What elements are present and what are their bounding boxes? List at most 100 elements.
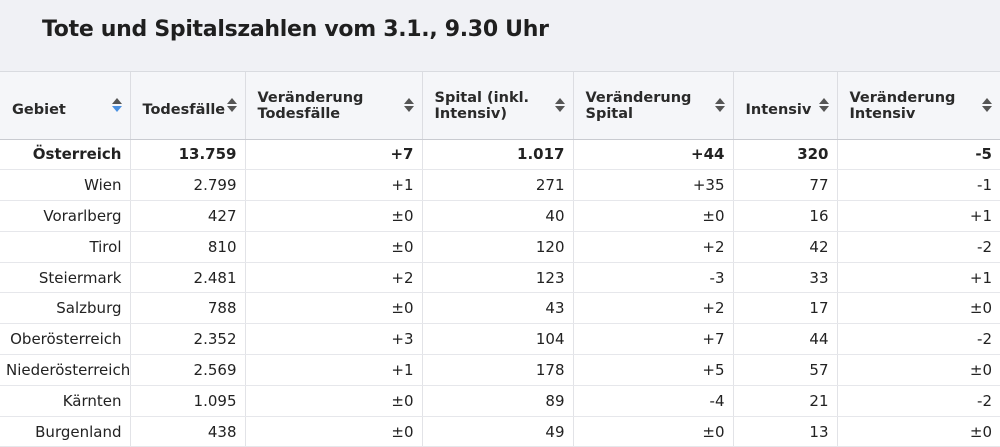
cell-veraenderung-todesfaelle: ±0 bbox=[244, 292, 422, 325]
column-header-veraenderung-intensiv[interactable]: Veränderung Intensiv bbox=[836, 72, 1000, 140]
cell-veraenderung-spital: +2 bbox=[572, 292, 733, 325]
cell-gebiet: Niederösterreich bbox=[0, 354, 130, 386]
cell-intensiv: 57 bbox=[732, 354, 837, 386]
cell-spital: 89 bbox=[421, 385, 573, 417]
cell-intensiv: 42 bbox=[732, 231, 837, 263]
title-bar: Tote und Spitalszahlen vom 3.1., 9.30 Uh… bbox=[0, 0, 1000, 72]
table-row: Niederösterreich 2.569 +1 178 +5 57 ±0 bbox=[0, 354, 1000, 386]
cell-veraenderung-intensiv: -2 bbox=[836, 385, 1000, 417]
column-header-label: Veränderung Todesfälle bbox=[257, 90, 364, 123]
cell-todesfaelle: 2.352 bbox=[129, 323, 245, 356]
column-header-label: Veränderung Intensiv bbox=[849, 90, 956, 123]
cell-intensiv: 77 bbox=[732, 169, 837, 202]
cell-spital: 271 bbox=[421, 169, 573, 202]
column-header-intensiv[interactable]: Intensiv bbox=[732, 72, 837, 140]
cell-veraenderung-todesfaelle: ±0 bbox=[244, 416, 422, 447]
table-row: Österreich 13.759 +7 1.017 +44 320 -5 bbox=[0, 139, 1000, 171]
cell-intensiv: 21 bbox=[732, 385, 837, 417]
sort-icon[interactable] bbox=[111, 97, 122, 113]
cell-veraenderung-todesfaelle: +7 bbox=[244, 139, 422, 171]
cell-spital: 120 bbox=[421, 231, 573, 263]
cell-spital: 40 bbox=[421, 200, 573, 232]
cell-veraenderung-intensiv: -5 bbox=[836, 139, 1000, 171]
column-header-label: Intensiv bbox=[745, 102, 812, 119]
cell-veraenderung-todesfaelle: +3 bbox=[244, 323, 422, 356]
header-row: Gebiet Todesfälle Veränderung Todesfälle… bbox=[0, 72, 1000, 140]
cell-intensiv: 320 bbox=[732, 139, 837, 171]
cell-veraenderung-spital: -3 bbox=[572, 262, 733, 294]
cell-veraenderung-spital: +35 bbox=[572, 169, 733, 202]
cell-veraenderung-intensiv: -2 bbox=[836, 231, 1000, 263]
cell-veraenderung-intensiv: +1 bbox=[836, 262, 1000, 294]
table-row: Wien 2.799 +1 271 +35 77 -1 bbox=[0, 169, 1000, 202]
cell-gebiet: Kärnten bbox=[0, 385, 130, 417]
cell-gebiet: Oberösterreich bbox=[0, 323, 130, 356]
cell-veraenderung-spital: -4 bbox=[572, 385, 733, 417]
page-title: Tote und Spitalszahlen vom 3.1., 9.30 Uh… bbox=[42, 17, 549, 42]
cell-veraenderung-todesfaelle: ±0 bbox=[244, 231, 422, 263]
cell-veraenderung-todesfaelle: ±0 bbox=[244, 385, 422, 417]
table-row: Salzburg 788 ±0 43 +2 17 ±0 bbox=[0, 292, 1000, 325]
cell-gebiet: Tirol bbox=[0, 231, 130, 263]
cell-veraenderung-intensiv: -1 bbox=[836, 169, 1000, 202]
cell-veraenderung-intensiv: ±0 bbox=[836, 292, 1000, 325]
cell-spital: 123 bbox=[421, 262, 573, 294]
column-header-todesfaelle[interactable]: Todesfälle bbox=[129, 72, 245, 140]
column-header-label: Gebiet bbox=[12, 102, 66, 119]
sort-icon[interactable] bbox=[403, 97, 414, 113]
column-header-veraenderung-spital[interactable]: Veränderung Spital bbox=[572, 72, 733, 140]
cell-veraenderung-spital: ±0 bbox=[572, 416, 733, 447]
cell-spital: 104 bbox=[421, 323, 573, 356]
cell-gebiet: Wien bbox=[0, 169, 130, 202]
table-row: Oberösterreich 2.352 +3 104 +7 44 -2 bbox=[0, 323, 1000, 356]
table-row: Tirol 810 ±0 120 +2 42 -2 bbox=[0, 231, 1000, 263]
cell-todesfaelle: 810 bbox=[129, 231, 245, 263]
cell-todesfaelle: 788 bbox=[129, 292, 245, 325]
cell-intensiv: 33 bbox=[732, 262, 837, 294]
cell-veraenderung-spital: +44 bbox=[572, 139, 733, 171]
cell-gebiet: Steiermark bbox=[0, 262, 130, 294]
cell-veraenderung-spital: +2 bbox=[572, 231, 733, 263]
column-header-spital[interactable]: Spital (inkl. Intensiv) bbox=[421, 72, 573, 140]
cell-veraenderung-intensiv: ±0 bbox=[836, 354, 1000, 386]
cell-todesfaelle: 2.481 bbox=[129, 262, 245, 294]
sort-icon[interactable] bbox=[982, 97, 992, 113]
cell-gebiet: Vorarlberg bbox=[0, 200, 130, 232]
column-header-gebiet[interactable]: Gebiet bbox=[0, 72, 130, 140]
sort-icon[interactable] bbox=[554, 97, 565, 113]
cell-spital: 43 bbox=[421, 292, 573, 325]
cell-veraenderung-todesfaelle: ±0 bbox=[244, 200, 422, 232]
cell-spital: 1.017 bbox=[421, 139, 573, 171]
cell-veraenderung-spital: +7 bbox=[572, 323, 733, 356]
cell-veraenderung-todesfaelle: +2 bbox=[244, 262, 422, 294]
sort-icon[interactable] bbox=[714, 97, 725, 113]
cell-veraenderung-intensiv: -2 bbox=[836, 323, 1000, 356]
data-table: Gebiet Todesfälle Veränderung Todesfälle… bbox=[0, 72, 1000, 447]
cell-intensiv: 16 bbox=[732, 200, 837, 232]
cell-gebiet: Österreich bbox=[0, 139, 130, 171]
cell-veraenderung-spital: ±0 bbox=[572, 200, 733, 232]
cell-spital: 178 bbox=[421, 354, 573, 386]
cell-intensiv: 13 bbox=[732, 416, 837, 447]
cell-todesfaelle: 13.759 bbox=[129, 139, 245, 171]
table-row: Burgenland 438 ±0 49 ±0 13 ±0 bbox=[0, 416, 1000, 447]
cell-todesfaelle: 427 bbox=[129, 200, 245, 232]
sort-icon[interactable] bbox=[226, 97, 237, 113]
cell-todesfaelle: 2.569 bbox=[129, 354, 245, 386]
cell-veraenderung-todesfaelle: +1 bbox=[244, 169, 422, 202]
table-row: Vorarlberg 427 ±0 40 ±0 16 +1 bbox=[0, 200, 1000, 232]
cell-veraenderung-spital: +5 bbox=[572, 354, 733, 386]
cell-todesfaelle: 1.095 bbox=[129, 385, 245, 417]
table-body: Österreich 13.759 +7 1.017 +44 320 -5 Wien 2.799… bbox=[0, 139, 1000, 447]
column-header-label: Todesfälle bbox=[142, 102, 226, 119]
sort-icon[interactable] bbox=[818, 97, 829, 113]
column-header-label: Spital (inkl. Intensiv) bbox=[434, 90, 530, 123]
cell-veraenderung-todesfaelle: +1 bbox=[244, 354, 422, 386]
cell-intensiv: 17 bbox=[732, 292, 837, 325]
cell-veraenderung-intensiv: +1 bbox=[836, 200, 1000, 232]
column-header-veraenderung-todesfaelle[interactable]: Veränderung Todesfälle bbox=[244, 72, 422, 140]
table-row: Kärnten 1.095 ±0 89 -4 21 -2 bbox=[0, 385, 1000, 417]
column-header-label: Veränderung Spital bbox=[585, 90, 692, 123]
cell-gebiet: Burgenland bbox=[0, 416, 130, 447]
table-row: Steiermark 2.481 +2 123 -3 33 +1 bbox=[0, 262, 1000, 294]
